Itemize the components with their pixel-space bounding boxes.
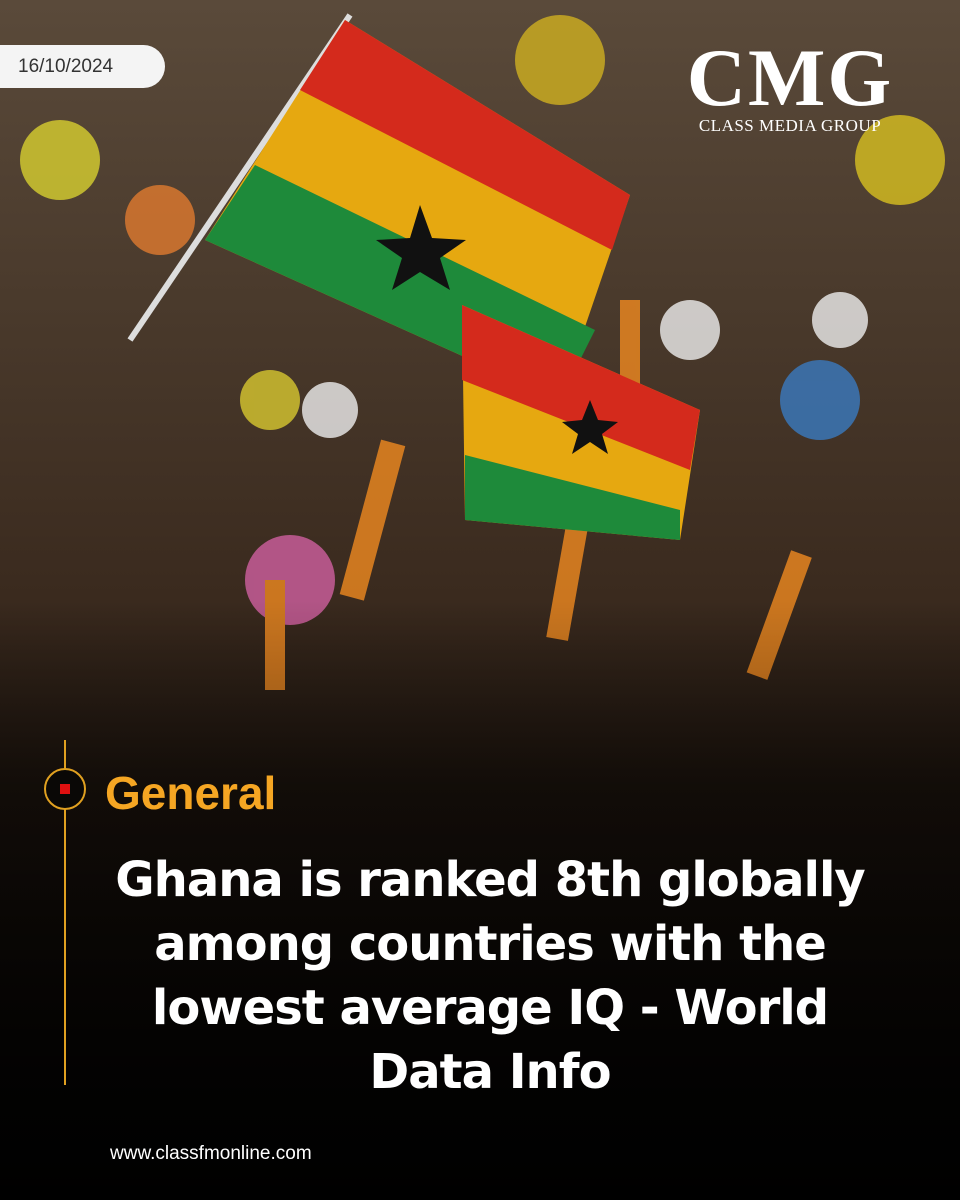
- logo-name: CMG: [686, 32, 894, 123]
- category: General: [105, 767, 277, 819]
- logo-subtitle: CLASS MEDIA GROUP: [698, 116, 882, 135]
- headline: Ghana is ranked 8th globally among count…: [115, 852, 865, 1100]
- logo: CMG CLASS MEDIA GROUP: [665, 32, 915, 136]
- website: www.classfmonline.com: [110, 1143, 312, 1164]
- accent-line: [64, 740, 66, 1085]
- accent-dot: [44, 768, 86, 810]
- date: 16/10/2024: [0, 45, 165, 88]
